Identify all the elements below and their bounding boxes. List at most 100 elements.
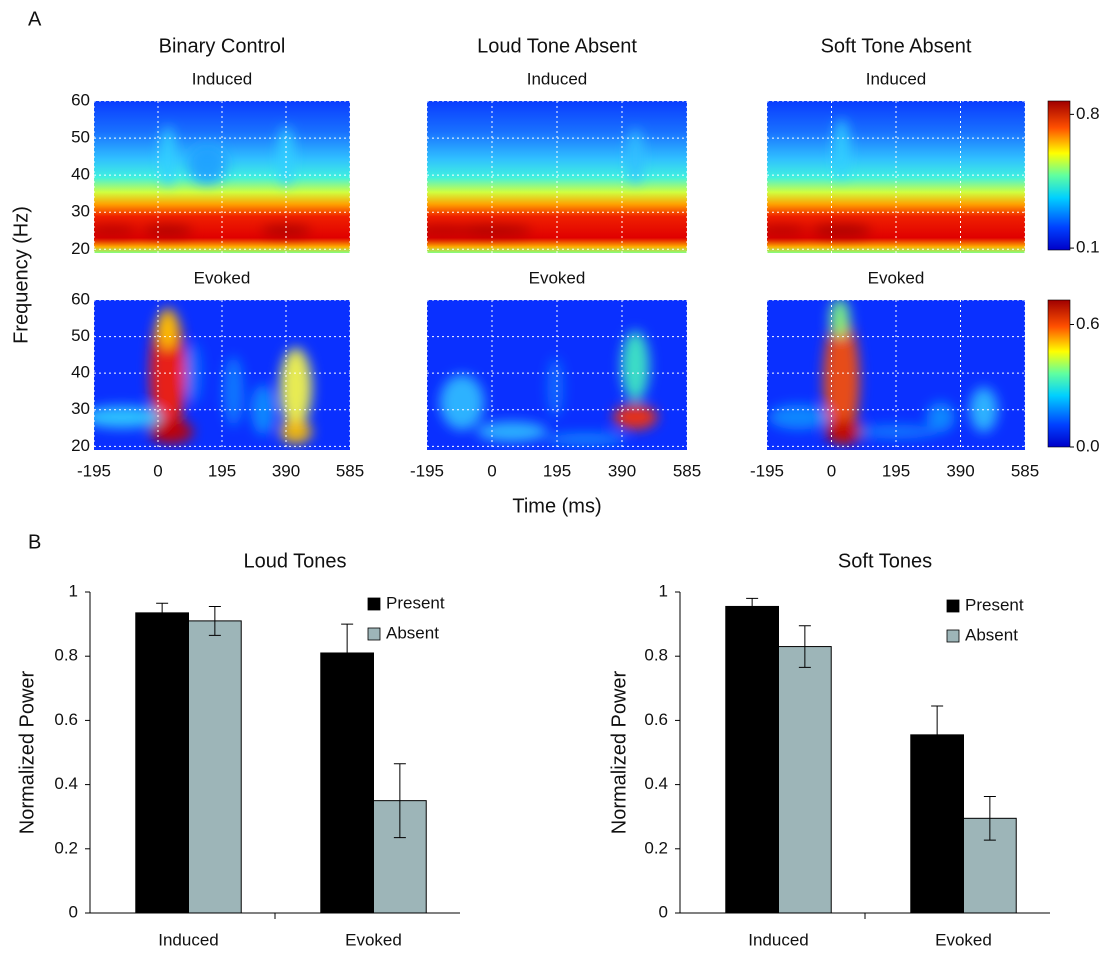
heatmap xyxy=(767,101,1025,253)
error-bar xyxy=(208,605,221,636)
colorbar xyxy=(1047,100,1071,251)
x-tick-label: 585 xyxy=(673,461,701,480)
heatmap-blob xyxy=(187,144,228,185)
y-tick-label: 30 xyxy=(71,202,90,221)
chart-subtitle: Induced xyxy=(527,69,588,88)
heatmap-features xyxy=(427,129,644,236)
x-tick-label: 195 xyxy=(882,461,910,480)
error-bar xyxy=(798,625,811,668)
colorbar-tick-label: 0.1 xyxy=(1076,238,1100,257)
legend-label: Absent xyxy=(386,623,439,642)
legend-swatch xyxy=(367,627,381,641)
y-tick-label: 0.8 xyxy=(644,646,668,665)
x-tick-label: 195 xyxy=(208,461,236,480)
y-tick-label: 0.6 xyxy=(54,710,78,729)
x-tick-label: 390 xyxy=(272,461,300,480)
heatmap-blob xyxy=(477,421,547,442)
y-tick-label: 20 xyxy=(71,239,90,258)
heatmap-features xyxy=(94,308,312,445)
heatmap-blob xyxy=(857,424,938,439)
heatmap xyxy=(94,101,350,253)
error-bar xyxy=(341,623,354,683)
heatmap-blob xyxy=(279,347,312,428)
heatmap-blob xyxy=(621,330,650,401)
heatmap xyxy=(427,101,687,253)
y-tick-label: 0 xyxy=(659,902,668,921)
colorbar-tick-label: 0.8 xyxy=(1076,104,1100,123)
chart-subtitle: Evoked xyxy=(529,268,586,287)
y-tick-label: 50 xyxy=(71,326,90,345)
bar xyxy=(188,620,242,914)
heatmap-blob xyxy=(157,309,178,350)
bar xyxy=(725,605,780,914)
x-tick-label: 0 xyxy=(153,461,162,480)
panel-label: B xyxy=(28,531,41,553)
heatmap-blob xyxy=(427,225,472,236)
y-axis-label: Normalized Power xyxy=(16,670,38,834)
heatmap-blob xyxy=(94,225,138,236)
x-tick-label: 585 xyxy=(1011,461,1039,480)
y-tick-label: 1 xyxy=(69,581,78,600)
heatmap-blob xyxy=(149,308,186,439)
x-tick-label: 390 xyxy=(608,461,636,480)
heatmap-blob xyxy=(545,433,626,446)
x-tick-label: 390 xyxy=(946,461,974,480)
heatmap-blob xyxy=(627,129,644,185)
heatmap-blob xyxy=(926,402,955,433)
chart-title: Loud Tone Absent xyxy=(477,35,637,57)
chart-subtitle: Evoked xyxy=(194,268,251,287)
error-bar xyxy=(931,705,944,765)
chart-subtitle: Induced xyxy=(866,69,927,88)
legend-label: Present xyxy=(386,593,445,612)
y-tick-label: 0.4 xyxy=(644,774,668,793)
y-tick-label: 60 xyxy=(71,90,90,109)
heatmap-blob xyxy=(768,404,829,430)
x-tick-label: 0 xyxy=(827,461,836,480)
heatmap-blob xyxy=(159,126,176,187)
chart-title: Soft Tones xyxy=(838,550,932,572)
x-tick-label: Induced xyxy=(158,930,219,949)
heatmap-blob xyxy=(833,119,850,180)
error-bar xyxy=(156,602,169,623)
legend-swatch xyxy=(367,597,381,611)
heatmap-blob xyxy=(811,224,872,237)
heatmap-blob xyxy=(767,225,807,236)
colorbar-tick-label: 0.6 xyxy=(1076,314,1100,333)
legend-label: Present xyxy=(965,595,1024,614)
colorbar xyxy=(1047,299,1071,448)
chart-title: Soft Tone Absent xyxy=(821,35,972,57)
y-tick-label: 20 xyxy=(71,436,90,455)
y-tick-label: 0.2 xyxy=(644,838,668,857)
heatmap-blob xyxy=(613,404,658,430)
y-tick-label: 0.8 xyxy=(54,646,78,665)
y-tick-label: 60 xyxy=(71,289,90,308)
legend-swatch xyxy=(946,629,960,643)
y-tick-label: 0.6 xyxy=(644,710,668,729)
y-tick-label: 0 xyxy=(69,902,78,921)
heatmap-blob xyxy=(829,300,850,339)
heatmap-blob xyxy=(440,374,484,430)
y-tick-label: 30 xyxy=(71,399,90,418)
y-tick-label: 0.2 xyxy=(54,838,78,857)
legend-label: Absent xyxy=(965,625,1018,644)
bar xyxy=(135,612,189,914)
heatmap-features xyxy=(440,330,658,446)
y-axis-label: Normalized Power xyxy=(608,670,630,834)
panel-label: A xyxy=(28,8,42,30)
error-bar xyxy=(393,763,406,839)
y-tick-label: 50 xyxy=(71,128,90,147)
heatmap-blob xyxy=(142,225,193,236)
x-tick-label: Evoked xyxy=(935,930,992,949)
heatmap-features xyxy=(94,126,311,236)
bar xyxy=(320,652,374,914)
x-tick-label: -195 xyxy=(410,461,444,480)
x-tick-label: 585 xyxy=(336,461,364,480)
heatmap-blob xyxy=(94,406,162,429)
bar xyxy=(910,734,965,914)
x-tick-label: Evoked xyxy=(345,930,402,949)
heatmap-blob xyxy=(279,419,312,445)
chart-subtitle: Induced xyxy=(192,69,253,88)
y-tick-label: 1 xyxy=(659,581,668,600)
y-tick-label: 0.4 xyxy=(54,774,78,793)
